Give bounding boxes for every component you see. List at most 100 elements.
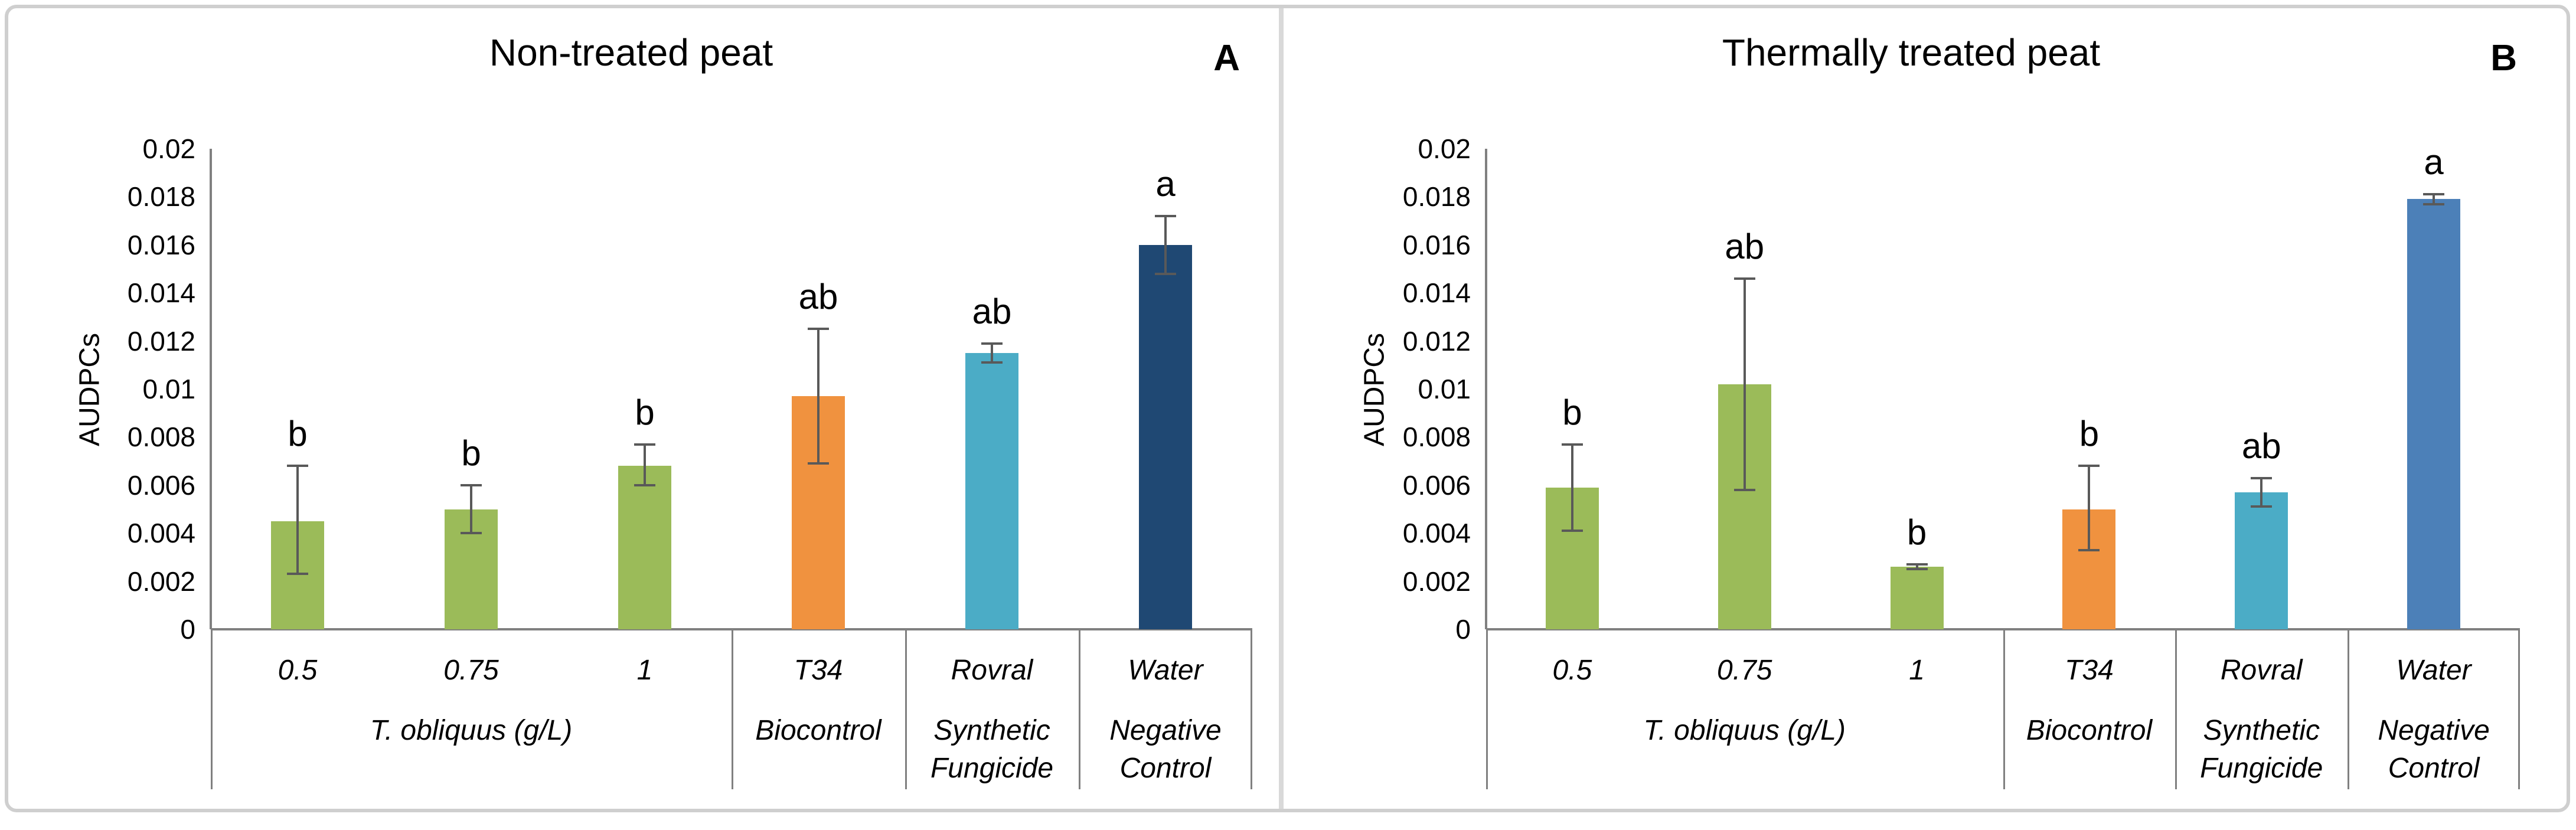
category-label-rovral: Rovral [2220,655,2303,686]
group-label-line: Negative [2378,715,2490,746]
sig-letter-0.75: ab [1725,226,1765,266]
panel-divider [1279,8,1284,809]
category-table-divider [1251,629,1252,789]
sig-letter-0.5: b [1562,392,1582,432]
y-tick-label: 0.014 [127,277,195,309]
error-bar-line-1 [1915,564,1918,570]
error-bar-cap-top-water [1155,214,1176,217]
figure-frame [5,5,2570,812]
category-label-t34: T34 [2065,655,2114,686]
group-label-line: Control [1119,753,1212,784]
y-tick-label: 0 [180,614,195,645]
category-label-1: 1 [1909,655,1925,686]
error-bar-line-water [1164,215,1167,274]
error-bar-line-rovral [2260,478,2263,507]
y-tick-label: 0.02 [142,133,195,164]
sig-letter-0.5: b [288,414,308,454]
category-table-divider [1079,629,1080,789]
error-bar-cap-bottom-water [1155,272,1176,275]
error-bar-cap-bottom-0.75 [1733,488,1755,491]
error-bar-line-0.75 [470,485,472,534]
sig-letter-water: a [1155,164,1176,204]
bar-rovral [965,352,1018,629]
sig-letter-water: a [2424,142,2444,182]
error-bar-cap-bottom-0.5 [287,573,308,576]
category-table-divider [2348,629,2350,789]
error-bar-line-water [2433,194,2435,204]
error-bar-line-t34 [2088,466,2091,550]
category-label-0.5: 0.5 [1552,655,1592,686]
group-label: T. obliquus (g/L) [1643,715,1846,746]
category-label-0.5: 0.5 [277,655,318,686]
error-bar-cap-bottom-rovral [2251,505,2273,508]
y-tick-label: 0.004 [127,518,195,549]
y-tick-label: 0.014 [1402,277,1471,309]
category-table-divider [2518,629,2520,789]
category-table-divider [2003,629,2005,789]
y-tick-label: 0.006 [1402,469,1471,501]
group-label-line: Synthetic [933,715,1050,746]
y-tick-label: 0.008 [127,421,195,453]
error-bar-cap-top-t34 [2078,465,2100,468]
error-bar-cap-top-1 [1906,563,1928,566]
y-tick-label: 0.008 [1402,421,1471,453]
y-tick-label: 0.018 [127,181,195,213]
error-bar-cap-bottom-water [2423,202,2445,205]
category-label-rovral: Rovral [951,655,1033,686]
bar-1 [618,466,671,629]
error-bar-cap-bottom-1 [634,483,655,486]
sig-letter-rovral: ab [2241,426,2281,466]
group-label-line: Fungicide [930,753,1054,784]
error-bar-cap-top-0.5 [287,465,308,468]
panel-thermally-treated-peat: Thermally treated peat B AUDPCs 0.02 0.01… [1285,0,2576,830]
y-tick-label: 0.002 [1402,566,1471,597]
error-bar-cap-bottom-t34 [808,462,829,465]
bar-rovral [2235,492,2288,629]
bar-water [2407,199,2461,629]
sig-letter-t34: b [2079,414,2100,454]
category-table-divider [211,629,213,789]
error-bar-cap-top-t34 [808,328,829,331]
group-label-line: Negative [1109,715,1222,746]
error-bar-cap-top-1 [634,443,655,446]
y-axis-line [1485,149,1487,629]
bar-water [1139,244,1192,629]
panel-non-treated-peat: Non-treated peat A AUDPCs 0.02 0.018 0.016… [0,0,1281,830]
category-label-1: 1 [636,655,653,686]
error-bar-cap-bottom-0.5 [1561,530,1583,532]
category-label-0.75: 0.75 [443,655,499,686]
group-label: Biocontrol [2026,715,2153,746]
y-tick-label: 0.018 [1402,181,1471,213]
sig-letter-1: b [1906,512,1927,553]
error-bar-line-t34 [817,329,820,464]
category-table-divider [732,629,733,789]
sig-letter-t34: ab [798,277,838,317]
y-tick-label: 0.012 [127,325,195,357]
y-tick-label: 0 [1455,614,1471,645]
sig-letter-rovral: ab [972,291,1012,331]
y-tick-label: 0.004 [1402,518,1471,549]
panel-b-title: Thermally treated peat [1722,31,2101,74]
error-bar-cap-top-water [2423,193,2445,196]
y-tick-label: 0.01 [1418,374,1471,404]
y-tick-label: 0.01 [142,374,195,404]
y-tick-label: 0.012 [1402,325,1471,357]
error-bar-cap-top-rovral [2251,476,2273,479]
error-bar-cap-bottom-rovral [981,361,1003,364]
y-tick-label: 0.016 [1402,229,1471,260]
error-bar-line-1 [644,444,646,485]
panel-b-letter: B [2490,38,2517,79]
bar-1 [1890,567,1944,629]
y-tick-label: 0.002 [127,566,195,597]
panel-b-plot-area: 0.02 0.018 0.016 0.014 0.012 0.01 0.008 0.006 0.… [1285,0,2576,830]
group-label: Biocontrol [755,715,881,746]
group-label-line: Synthetic [2203,715,2320,746]
category-table-divider [1486,629,1488,789]
category-label-0.75: 0.75 [1717,655,1772,686]
y-tick-label: 0.016 [127,229,195,260]
y-axis-line [210,149,212,629]
category-label-t34: T34 [794,655,843,686]
y-tick-label: 0.02 [1418,133,1471,164]
category-table-divider [2175,629,2177,789]
group-label-line: Control [2388,753,2480,784]
